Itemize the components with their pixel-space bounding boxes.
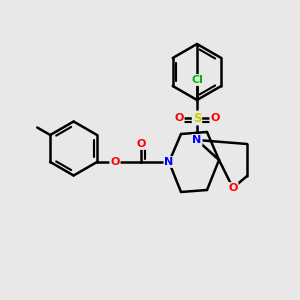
Text: O: O: [210, 113, 220, 123]
Text: S: S: [193, 112, 201, 124]
Text: Cl: Cl: [191, 75, 203, 85]
Text: O: O: [174, 113, 184, 123]
Text: O: O: [228, 183, 238, 193]
Text: O: O: [110, 157, 120, 167]
Text: N: N: [192, 135, 202, 145]
Text: O: O: [136, 139, 146, 149]
Text: N: N: [164, 157, 174, 167]
